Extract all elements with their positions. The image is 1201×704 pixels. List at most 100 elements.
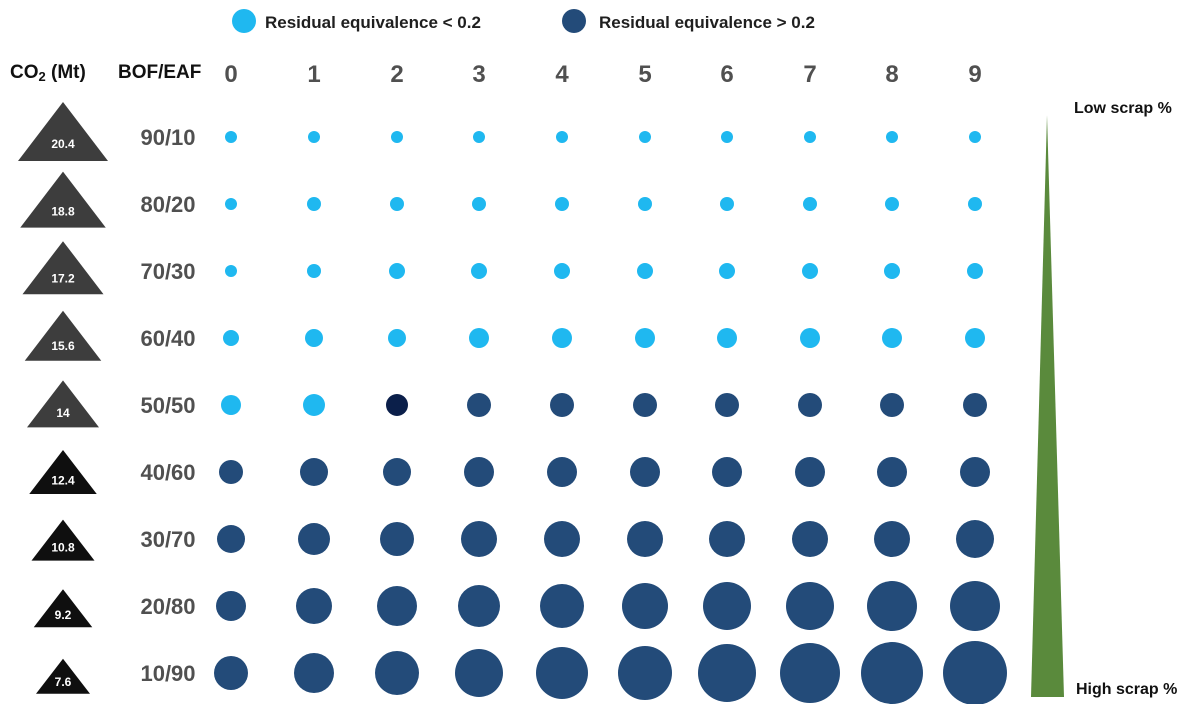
bubble-30-70-0 bbox=[217, 525, 245, 553]
bubble-50-50-5 bbox=[633, 393, 657, 417]
bubble-20-80-0 bbox=[216, 591, 246, 621]
co2-triangle-label: 17.2 bbox=[51, 272, 75, 286]
bubble-20-80-7 bbox=[786, 582, 834, 630]
column-label-5: 5 bbox=[638, 61, 651, 88]
bubble-40-60-1 bbox=[300, 458, 328, 486]
bubble-70-30-1 bbox=[307, 264, 321, 278]
bubble-90-10-4 bbox=[556, 131, 568, 143]
bubble-40-60-4 bbox=[547, 457, 577, 487]
bubble-60-40-1 bbox=[305, 329, 323, 347]
bubble-10-90-1 bbox=[294, 653, 334, 693]
bubble-70-30-6 bbox=[719, 263, 735, 279]
bubble-10-90-6 bbox=[698, 644, 756, 702]
bubble-20-80-3 bbox=[458, 585, 500, 627]
legend: Residual equivalence < 0.2 Residual equi… bbox=[232, 9, 815, 33]
column-label-0: 0 bbox=[224, 61, 237, 88]
bubble-40-60-8 bbox=[877, 457, 907, 487]
bubble-60-40-3 bbox=[469, 328, 489, 348]
co2-triangle-17.2 bbox=[22, 241, 104, 295]
bubble-30-70-9 bbox=[956, 520, 994, 558]
bubble-60-40-9 bbox=[965, 328, 985, 348]
column-label-4: 4 bbox=[555, 61, 569, 88]
bubble-70-30-0 bbox=[225, 265, 237, 277]
row-labels: 90/10 80/20 70/30 60/40 50/50 40/60 30/70 20/80… bbox=[140, 125, 195, 686]
co2-triangle-14 bbox=[27, 380, 99, 428]
bubble-10-90-3 bbox=[455, 649, 503, 697]
bubble-80-20-5 bbox=[638, 197, 652, 211]
bubble-40-60-0 bbox=[219, 460, 243, 484]
bubble-50-50-0 bbox=[221, 395, 241, 415]
bubble-20-80-4 bbox=[540, 584, 584, 628]
bubble-50-50-2 bbox=[386, 394, 408, 416]
bubble-60-40-7 bbox=[800, 328, 820, 348]
co2-triangle-9.2 bbox=[33, 589, 93, 628]
bubble-30-70-1 bbox=[298, 523, 330, 555]
bubble-40-60-9 bbox=[960, 457, 990, 487]
bubble-40-60-3 bbox=[464, 457, 494, 487]
bubble-60-40-6 bbox=[717, 328, 737, 348]
column-label-9: 9 bbox=[968, 61, 981, 88]
legend-high-marker bbox=[562, 9, 586, 33]
bubble-80-20-3 bbox=[472, 197, 486, 211]
bubble-80-20-6 bbox=[720, 197, 734, 211]
bubble-60-40-0 bbox=[223, 330, 239, 346]
co2-triangle-15.6 bbox=[24, 310, 102, 361]
bubble-30-70-3 bbox=[461, 521, 497, 557]
row-label-80-20: 80/20 bbox=[140, 192, 195, 217]
bubble-10-90-9 bbox=[943, 641, 1007, 704]
co2-triangle-18.8 bbox=[20, 171, 106, 228]
bubble-90-10-1 bbox=[308, 131, 320, 143]
column-label-6: 6 bbox=[720, 61, 733, 88]
co2-triangle-12.4 bbox=[29, 450, 97, 494]
column-label-2: 2 bbox=[390, 61, 403, 88]
bubble-70-30-9 bbox=[967, 263, 983, 279]
co2-header-unit: (Mt) bbox=[46, 62, 86, 83]
bubble-10-90-5 bbox=[618, 646, 672, 700]
legend-low-marker bbox=[232, 9, 256, 33]
bubble-20-80-5 bbox=[622, 583, 668, 629]
bubble-70-30-3 bbox=[471, 263, 487, 279]
bubble-30-70-7 bbox=[792, 521, 828, 557]
scrap-wedge bbox=[1031, 115, 1064, 697]
co2-triangle-7.6 bbox=[36, 658, 90, 694]
co2-triangle-label: 18.8 bbox=[51, 204, 75, 218]
bubble-40-60-5 bbox=[630, 457, 660, 487]
bubble-10-90-2 bbox=[375, 651, 419, 695]
bubble-90-10-0 bbox=[225, 131, 237, 143]
column-labels: 0 1 2 3 4 5 6 7 8 9 bbox=[224, 61, 981, 88]
row-label-30-70: 30/70 bbox=[140, 527, 195, 552]
bubble-40-60-2 bbox=[383, 458, 411, 486]
ratio-header: BOF/EAF bbox=[118, 62, 201, 83]
scrap-bottom-label: High scrap % bbox=[1076, 681, 1177, 698]
bubble-80-20-4 bbox=[555, 197, 569, 211]
bubble-90-10-3 bbox=[473, 131, 485, 143]
bubble-90-10-7 bbox=[804, 131, 816, 143]
scrap-scale: Low scrap % High scrap % bbox=[1031, 100, 1177, 698]
bubble-20-80-6 bbox=[703, 582, 751, 630]
co2-triangle-label: 15.6 bbox=[51, 339, 75, 353]
row-label-60-40: 60/40 bbox=[140, 326, 195, 351]
bubble-90-10-2 bbox=[391, 131, 403, 143]
co2-triangle-label: 20.4 bbox=[51, 137, 75, 151]
legend-low-label: Residual equivalence < 0.2 bbox=[265, 13, 481, 32]
co2-triangles: 20.4 18.8 17.2 15.6 14 12.4 10.8 9.2 7.6 bbox=[18, 102, 108, 694]
bubble-60-40-4 bbox=[552, 328, 572, 348]
co2-header-main: CO bbox=[10, 62, 39, 83]
row-label-70-30: 70/30 bbox=[140, 259, 195, 284]
bubble-10-90-7 bbox=[780, 643, 840, 703]
co2-triangle-label: 10.8 bbox=[51, 541, 75, 555]
co2-triangle-label: 9.2 bbox=[55, 608, 72, 622]
bubble-10-90-0 bbox=[214, 656, 248, 690]
bubble-50-50-1 bbox=[303, 394, 325, 416]
bubble-30-70-4 bbox=[544, 521, 580, 557]
co2-triangle-10.8 bbox=[31, 519, 95, 561]
bubble-70-30-8 bbox=[884, 263, 900, 279]
column-label-3: 3 bbox=[472, 61, 485, 88]
bubble-40-60-6 bbox=[712, 457, 742, 487]
column-label-7: 7 bbox=[803, 61, 816, 88]
bubble-50-50-6 bbox=[715, 393, 739, 417]
co2-triangle-label: 7.6 bbox=[55, 675, 72, 689]
bubble-90-10-5 bbox=[639, 131, 651, 143]
bubble-20-80-9 bbox=[950, 581, 1000, 631]
